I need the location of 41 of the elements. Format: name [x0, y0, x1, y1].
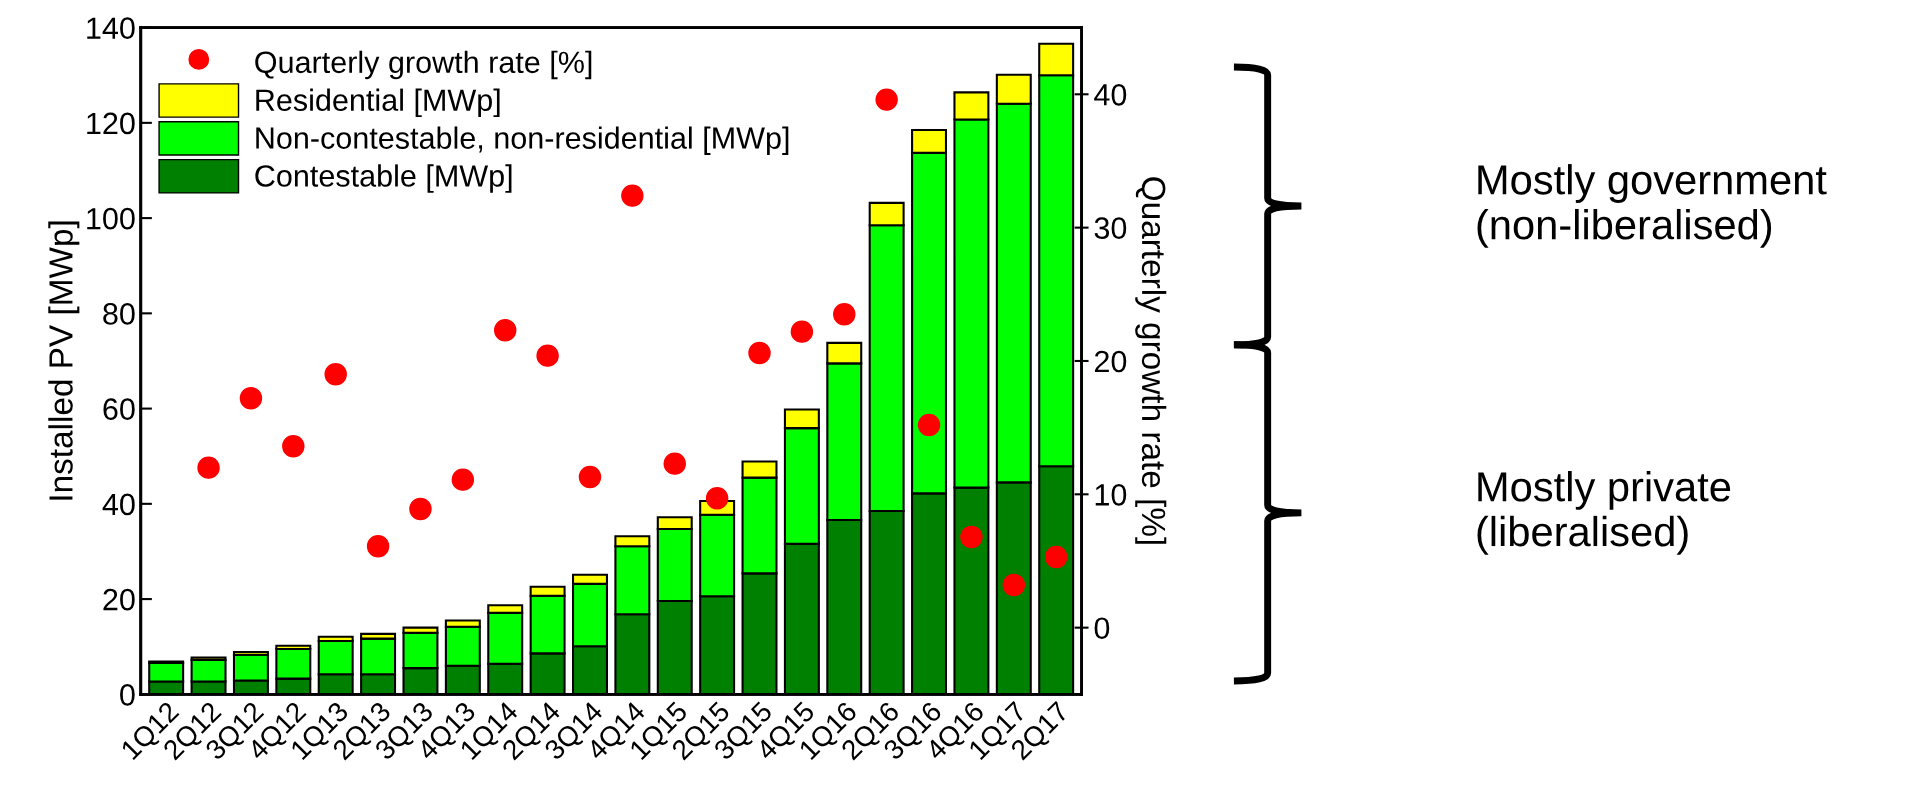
- legend-label: Residential [MWp]: [256, 88, 500, 118]
- point: [536, 344, 559, 367]
- point: [493, 319, 517, 342]
- point: [324, 363, 347, 386]
- text: Mostly government (non-liberalised): [1477, 164, 1827, 248]
- legend-label: Contestable [MWp]: [255, 164, 512, 193]
- point: [239, 387, 263, 410]
- point: [748, 341, 771, 365]
- point: [1044, 545, 1068, 569]
- y-tick-label: 80: [103, 303, 135, 325]
- y2-tick-label: 40: [1094, 84, 1127, 106]
- point: [917, 413, 941, 437]
- y-axis-title: Installed PV [MWp]: [48, 221, 80, 500]
- legend-label: Quarterly growth rate [%]: [255, 50, 592, 80]
- y2-tick-label: 20: [1094, 350, 1127, 373]
- y-tick-label: 60: [103, 398, 135, 420]
- y-tick-label: 40: [102, 493, 135, 516]
- point: [960, 525, 983, 549]
- point: [282, 435, 305, 458]
- y2-tick-label: 10: [1095, 484, 1127, 506]
- point: [705, 487, 729, 510]
- point: [451, 468, 475, 491]
- point: [663, 452, 686, 475]
- text: Mostly private (liberalised): [1477, 470, 1731, 555]
- y2-axis-title: Quarterly growth rate [%]: [1135, 177, 1167, 544]
- legend-label: Non-contestable, non-residential [MWp]: [256, 126, 789, 155]
- y-tick-label: 120: [87, 112, 135, 135]
- point: [875, 88, 898, 111]
- point: [1002, 573, 1026, 597]
- y2-tick-label: 0: [1094, 617, 1110, 640]
- point: [621, 184, 644, 207]
- point: [790, 320, 814, 343]
- point: [409, 497, 432, 521]
- y-tick-label: 100: [87, 207, 135, 230]
- point: [197, 456, 220, 479]
- point: [578, 465, 602, 489]
- point: [833, 303, 856, 326]
- y2-tick-label: 30: [1094, 217, 1127, 239]
- point: [366, 535, 390, 558]
- y-tick-label: 140: [87, 17, 135, 39]
- y-tick-label: 20: [103, 588, 135, 611]
